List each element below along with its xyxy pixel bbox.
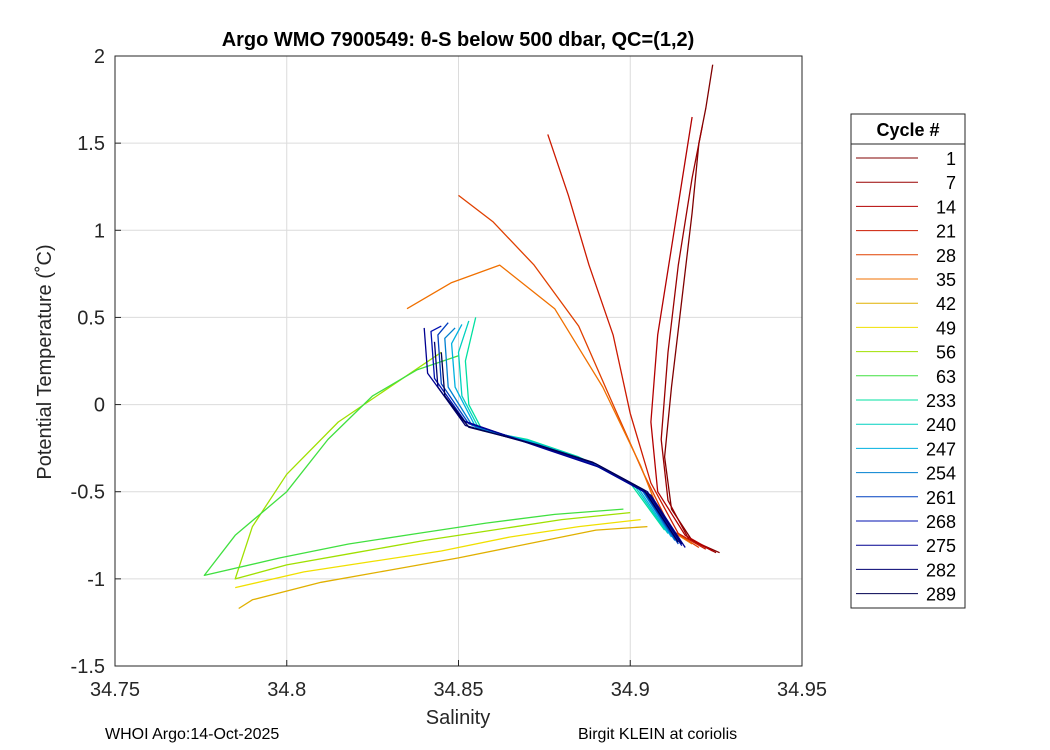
series-line-cycle-275 [423,327,686,548]
y-tick-label: -0.5 [71,482,105,504]
series-line-cycle-268 [430,325,683,547]
legend-label: 63 [936,367,956,387]
footer-left: WHOI Argo:14-Oct-2025 [105,726,280,743]
series-line-cycle-289 [440,352,679,543]
legend-label: 35 [936,270,956,290]
x-tick-label: 34.75 [90,679,140,701]
legend-label: 240 [926,415,956,435]
legend-label: 42 [936,294,956,314]
x-tick-label: 34.8 [267,679,306,701]
x-tick-label: 34.9 [611,679,650,701]
legend-label: 268 [926,512,956,532]
y-tick-label: 1 [94,220,105,242]
legend-label: 21 [936,222,956,242]
footer-right: Birgit KLEIN at coriolis [578,726,738,743]
legend-label: 14 [936,197,956,217]
y-tick-label: 2 [94,46,105,68]
x-tick-label: 34.85 [433,679,483,701]
legend-title: Cycle # [876,120,939,140]
series-line-cycle-42 [238,525,648,610]
series-line-cycle-63 [203,355,624,577]
legend-label: 289 [926,585,956,605]
chart-title: Argo WMO 7900549: θ-S below 500 dbar, QC… [222,29,695,51]
legend-label: 261 [926,488,956,508]
legend-entries: 1 7 14 21 28 35 42 49 56 63 233 240 247 254 261 268 275 2… [856,149,956,605]
series-line-cycle-240 [457,320,669,534]
y-tick-label: -1.5 [71,656,105,678]
legend-label: 247 [926,439,956,459]
x-axis-label: Salinity [426,707,490,729]
y-tick-label: -1 [87,569,105,591]
legend-label: 1 [946,149,956,169]
legend-label: 28 [936,246,956,266]
series-line-cycle-14 [650,116,714,552]
series-line-cycle-21 [547,134,707,550]
legend: Cycle # 1 7 14 21 28 35 42 49 56 63 233 240 247 254 26… [850,113,966,609]
legend-label: 275 [926,536,956,556]
legend-label: 282 [926,560,956,580]
y-axis-label: Potential Temperature (˚C) [34,244,56,479]
series-line-cycle-233 [464,317,666,531]
legend-label: 7 [946,173,956,193]
series-line-cycle-49 [235,518,641,589]
y-tick-label: 1.5 [77,133,105,155]
series-line-cycle-254 [444,327,676,541]
series-line-cycle-56 [234,351,631,580]
legend-box [850,113,966,609]
y-ticks: 2 1.5 1 0.5 0 -0.5 -1 -1.5 [71,46,121,678]
legend-label: 56 [936,343,956,363]
legend-label: 254 [926,464,956,484]
y-tick-label: 0.5 [77,307,105,329]
x-tick-label: 34.95 [777,679,827,701]
legend-label: 49 [936,318,956,338]
y-tick-label: 0 [94,395,105,417]
series-line-cycle-7 [660,125,717,554]
series-line-cycle-28 [458,194,700,549]
series-layer [203,64,720,610]
x-ticks: 34.75 34.8 34.85 34.9 34.95 [90,660,827,701]
series-line-cycle-261 [437,322,679,545]
legend-label: 233 [926,391,956,411]
